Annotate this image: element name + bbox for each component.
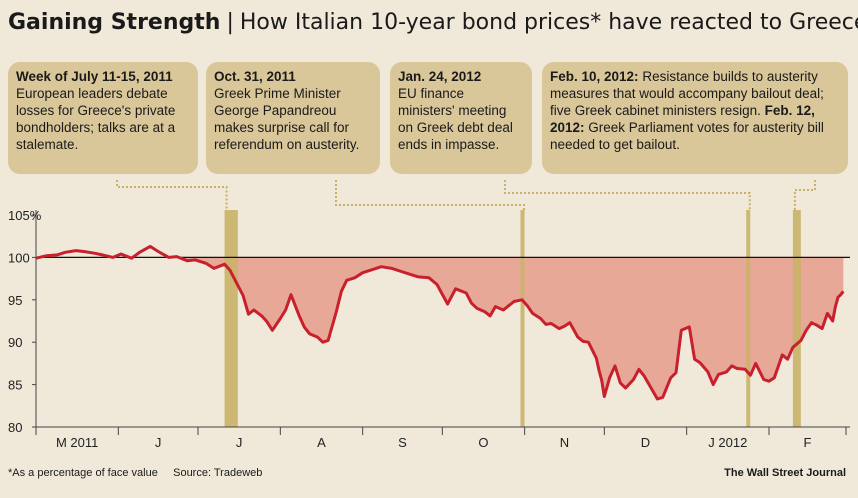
y-tick-label: 105% bbox=[8, 208, 42, 223]
annotation-box-oct: Oct. 31, 2011 Greek Prime Minister Georg… bbox=[206, 62, 380, 174]
footer-notes: *As a percentage of face value Source: T… bbox=[8, 467, 262, 479]
source-note: Source: Tradeweb bbox=[173, 467, 263, 479]
title-separator: | bbox=[226, 10, 234, 35]
annotation-date: Jan. 24, 2012 bbox=[398, 69, 482, 84]
y-tick-label: 95 bbox=[8, 293, 22, 308]
y-tick-label: 90 bbox=[8, 335, 22, 350]
title-bold: Gaining Strength bbox=[8, 10, 221, 35]
annotation-text: European leaders debate losses for Greec… bbox=[16, 86, 176, 152]
x-tick-label: F bbox=[804, 435, 812, 450]
annotation-connector bbox=[793, 180, 816, 210]
footnote: *As a percentage of face value bbox=[8, 467, 158, 479]
x-tick-label: S bbox=[398, 435, 407, 450]
x-tick-label: J 2012 bbox=[708, 435, 747, 450]
price-series-line bbox=[35, 244, 845, 401]
x-tick-label: M 2011 bbox=[56, 435, 98, 450]
event-highlight-bar bbox=[746, 210, 751, 427]
annotation-connector bbox=[335, 180, 525, 210]
x-tick-label: A bbox=[317, 435, 326, 450]
y-tick-label: 85 bbox=[8, 378, 22, 393]
title-rest: How Italian 10-year bond prices* have re… bbox=[239, 10, 858, 35]
annotation-text-2: Greek Parliament votes for austerity bil… bbox=[550, 120, 824, 152]
annotation-box-jan: Jan. 24, 2012 EU finance ministers' meet… bbox=[390, 62, 532, 174]
x-tick-label: D bbox=[641, 435, 650, 450]
y-tick-label: 100 bbox=[8, 250, 30, 265]
annotation-date: Oct. 31, 2011 bbox=[214, 69, 296, 84]
annotation-connector bbox=[116, 180, 228, 210]
x-tick-label: N bbox=[560, 435, 569, 450]
annotation-text: Feb. 10, 2012: Resistance builds to aust… bbox=[550, 68, 840, 153]
chart-title: Gaining Strength | How Italian 10-year bon… bbox=[8, 10, 858, 35]
annotation-text-1: Resistance builds to austerity measures … bbox=[550, 69, 824, 118]
below-par-area bbox=[36, 257, 844, 400]
annotation-date-2: Feb. 12, 2012: bbox=[550, 103, 815, 135]
event-highlight-bar bbox=[224, 210, 238, 427]
annotation-box-feb: Feb. 10, 2012: Resistance builds to aust… bbox=[542, 62, 848, 174]
annotation-text: EU finance ministers' meeting on Greek d… bbox=[398, 86, 513, 152]
annotation-text: Greek Prime Minister George Papandreou m… bbox=[214, 86, 360, 152]
event-highlight-bar bbox=[792, 210, 801, 427]
annotation-date: Week of July 11-15, 2011 bbox=[16, 69, 173, 84]
annotation-date: Feb. 10, 2012: bbox=[550, 69, 639, 84]
x-tick-label: J bbox=[236, 435, 243, 450]
annotation-connector bbox=[504, 180, 751, 210]
event-highlight-bar bbox=[520, 210, 525, 427]
x-tick-label: J bbox=[155, 435, 162, 450]
credit: The Wall Street Journal bbox=[724, 467, 846, 479]
y-tick-label: 80 bbox=[8, 420, 22, 435]
annotation-box-july: Week of July 11-15, 2011 European leader… bbox=[8, 62, 198, 174]
x-tick-label: O bbox=[478, 435, 488, 450]
